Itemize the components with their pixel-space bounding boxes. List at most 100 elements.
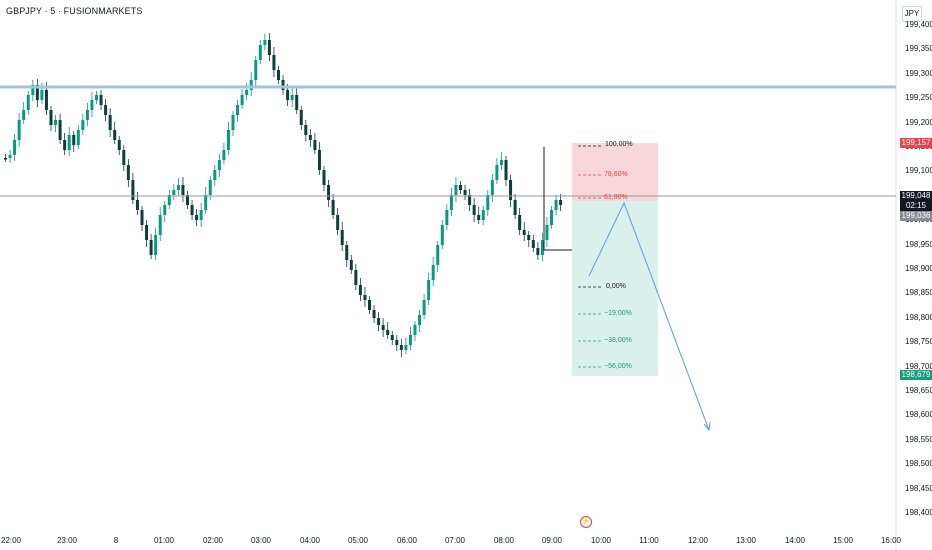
candle-body [340, 230, 344, 245]
price-tick-label: 198,450 [905, 483, 932, 493]
candle-body [331, 200, 335, 215]
last-price-badge: 199,048 02:15 [900, 191, 932, 211]
candle-body [486, 195, 490, 210]
candle-body [413, 325, 417, 335]
time-tick-label: 10:00 [590, 536, 612, 545]
candle-body [322, 170, 326, 185]
candle-body [4, 158, 7, 160]
candles-layer [4, 33, 563, 357]
flash-icon[interactable]: ⚡ [580, 516, 592, 528]
price-tick-label: 199,300 [905, 68, 932, 78]
candle-body [222, 150, 226, 160]
candle-body [135, 200, 139, 210]
candle-body [72, 135, 76, 145]
candle-body [418, 315, 422, 325]
last-price-label: 199,048 [901, 191, 931, 200]
candle-body [354, 270, 358, 285]
time-tick-label: 8 [113, 536, 119, 545]
time-tick-label: 06:00 [396, 536, 418, 545]
candle-body [76, 130, 80, 145]
candle-body [463, 190, 467, 195]
currency-selector[interactable]: JPY [902, 6, 922, 22]
candle-body [554, 200, 558, 210]
candle-body [208, 180, 212, 195]
time-tick-label: 08:00 [493, 536, 515, 545]
candle-body [336, 215, 340, 230]
stop-price-badge: 199,157 [900, 138, 932, 148]
candle-body [345, 245, 349, 260]
candle-body [404, 345, 408, 350]
candle-body [499, 160, 503, 165]
time-tick-label: 03:00 [250, 536, 272, 545]
candle-body [422, 300, 426, 315]
candle-body [299, 110, 303, 125]
candle-body [377, 318, 381, 325]
entry-price-badge: 199,036 [900, 211, 932, 221]
candle-body [40, 90, 44, 100]
candle-body [468, 195, 472, 205]
candle-body [22, 110, 26, 120]
candle-body [226, 130, 230, 150]
candle-body [477, 215, 481, 220]
candle-body [295, 95, 299, 110]
candle-body [249, 80, 253, 90]
take-profit-zone [572, 201, 658, 376]
candle-body [58, 120, 62, 140]
candle-body [531, 240, 535, 248]
fib-level-100: 100,00% [605, 141, 633, 148]
candle-body [172, 190, 176, 195]
candle-body [536, 248, 540, 255]
candle-body [513, 200, 517, 215]
price-tick-label: 198,850 [905, 288, 932, 298]
fib-level-minus-38: −38,00% [604, 337, 632, 344]
candle-body [440, 225, 444, 245]
candle-body [163, 205, 167, 215]
candle-body [108, 115, 112, 130]
candle-body [104, 105, 108, 115]
candle-body [427, 280, 431, 300]
candle-body [454, 185, 458, 195]
price-tick-label: 199,200 [905, 117, 932, 127]
candle-body [381, 325, 385, 330]
candle-body [195, 215, 199, 220]
candle-body [131, 180, 135, 200]
candle-body [386, 330, 390, 335]
candle-body [449, 195, 453, 210]
time-tick-label: 22:00 [0, 536, 22, 545]
price-tick-label: 198,600 [905, 410, 932, 420]
candle-body [527, 235, 531, 240]
price-tick-label: 198,500 [905, 459, 932, 469]
candle-body [245, 90, 249, 95]
time-tick-label: 05:00 [347, 536, 369, 545]
price-tick-label: 198,400 [905, 508, 932, 517]
candle-body [67, 135, 71, 150]
candle-body [408, 335, 412, 345]
candle-body [327, 185, 331, 200]
stop-loss-zone [572, 143, 658, 201]
price-tick-label: 198,950 [905, 239, 932, 249]
time-tick-label: 04:00 [299, 536, 321, 545]
candle-body [236, 105, 240, 115]
candle-body [545, 225, 549, 240]
candle-body [63, 140, 67, 150]
time-tick-label: 16:00 [880, 536, 902, 545]
time-tick-label: 01:00 [153, 536, 175, 545]
candle-body [145, 225, 149, 240]
range-bracket [543, 147, 572, 251]
price-tick-label: 199,350 [905, 44, 932, 54]
time-tick-label: 15:00 [832, 536, 854, 545]
fib-level-78-6: 78,60% [604, 171, 628, 178]
candle-body [217, 160, 221, 170]
time-tick-label: 23:00 [56, 536, 78, 545]
countdown-label: 02:15 [905, 201, 927, 210]
candle-body [140, 210, 144, 225]
candle-body [509, 180, 513, 200]
candle-body [522, 230, 526, 235]
candle-body [13, 140, 17, 155]
candle-body [44, 90, 48, 110]
candle-body [267, 40, 271, 55]
candle-body [518, 215, 522, 230]
time-tick-label: 07:00 [444, 536, 466, 545]
candle-body [126, 165, 130, 180]
